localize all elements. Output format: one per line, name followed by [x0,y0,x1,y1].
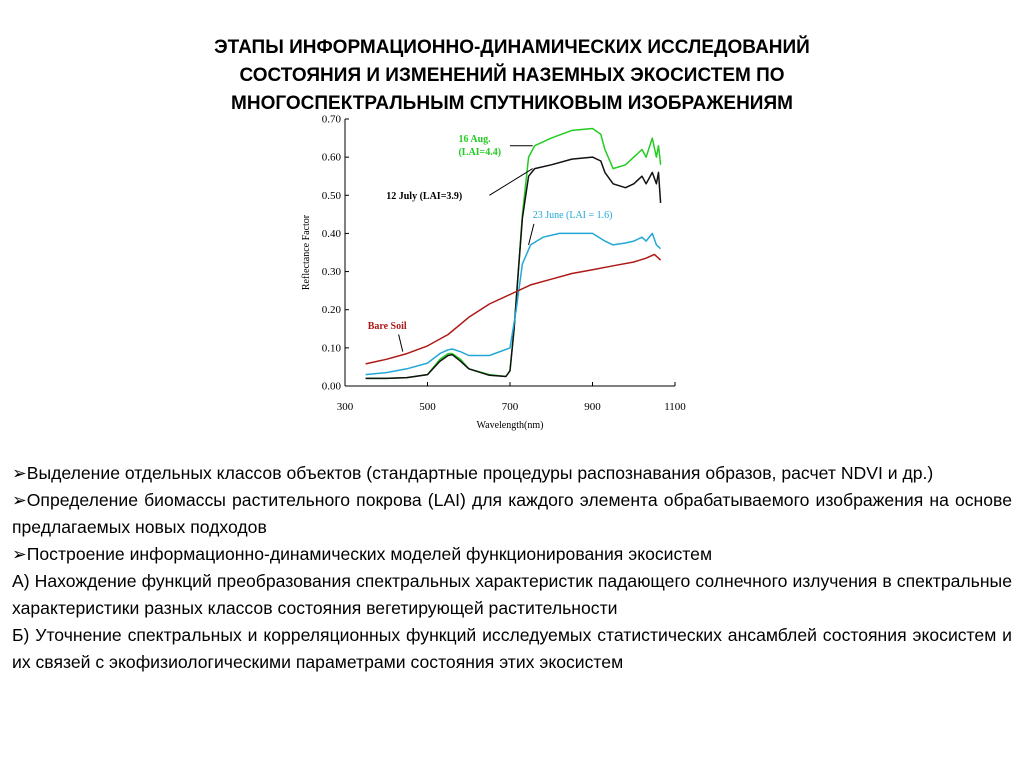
series-leader-line-1 [489,168,533,196]
y-axis-label: Reflectance Factor [301,214,312,290]
y-tick-label: 0.70 [322,114,342,126]
y-tick-label: 0.60 [322,152,342,164]
series-label-3: Bare Soil [368,321,407,332]
series-label-2: 23 June (LAI = 1.6) [533,210,613,221]
x-tick-label: 700 [502,401,519,413]
reflectance-chart: 0.00 0.10 0.20 0.30 0.40 0.50 0.60 0.70 300 500 70… [301,114,686,432]
page-title: ЭТАПЫ ИНФОРМАЦИОННО-ДИНАМИЧЕСКИХ ИССЛЕДО… [0,34,1024,118]
x-tick-label: 300 [337,401,354,413]
series-line-2 [365,232,662,376]
series-label-0: (LAI=4.4) [458,147,501,158]
y-tick-label: 0.20 [322,304,342,316]
series-leader-line-2 [528,223,535,245]
y-tick-label: 0.30 [322,266,342,278]
x-tick-label: 1100 [664,401,686,413]
bullet-arrow-icon: ➢ [12,544,27,564]
series-line-1 [365,156,662,380]
y-tick-label: 0.00 [322,381,342,393]
paragraph-a: А) Нахождение функций преобразования спе… [12,571,1012,618]
bullet-text: Определение биомассы растительного покро… [12,490,1012,537]
title-line-3: МНОГОСПЕКТРАЛЬНЫМ СПУТНИКОВЫМ ИЗОБРАЖЕНИ… [231,93,793,114]
bullet-text: Выделение отдельных классов объектов (ст… [26,463,934,483]
series-leader-line-3 [398,334,404,352]
bullet-item: ➢Построение информационно-динамических м… [12,541,1012,568]
bullet-arrow-icon: ➢ [12,490,27,510]
series-line-3 [365,253,662,365]
bullet-item: ➢Выделение отдельных классов объектов (с… [12,460,1012,487]
x-axis-label: Wavelength(nm) [477,420,544,431]
x-tick-label: 900 [584,401,601,413]
y-tick-label: 0.40 [322,228,342,240]
title-line-1: ЭТАПЫ ИНФОРМАЦИОННО-ДИНАМИЧЕСКИХ ИССЛЕДО… [214,37,810,58]
bullet-item: ➢Определение биомассы растительного покр… [12,487,1012,541]
y-tick-label: 0.10 [322,342,342,354]
paragraph-b: Б) Уточнение спектральных и корреляционн… [12,625,1012,672]
body-text: ➢Выделение отдельных классов объектов (с… [12,460,1012,676]
bullet-text: Построение информационно-динамических мо… [26,544,713,564]
bullet-arrow-icon: ➢ [12,463,27,483]
series-label-1: 12 July (LAI=3.9) [386,191,462,202]
y-tick-label: 0.50 [322,190,342,202]
series-label-0: 16 Aug. [458,134,491,145]
title-line-2: СОСТОЯНИЯ И ИЗМЕНЕНИЙ НАЗЕМНЫХ ЭКОСИСТЕМ… [239,65,785,86]
x-tick-label: 500 [419,401,436,413]
series-line-0 [365,127,662,380]
